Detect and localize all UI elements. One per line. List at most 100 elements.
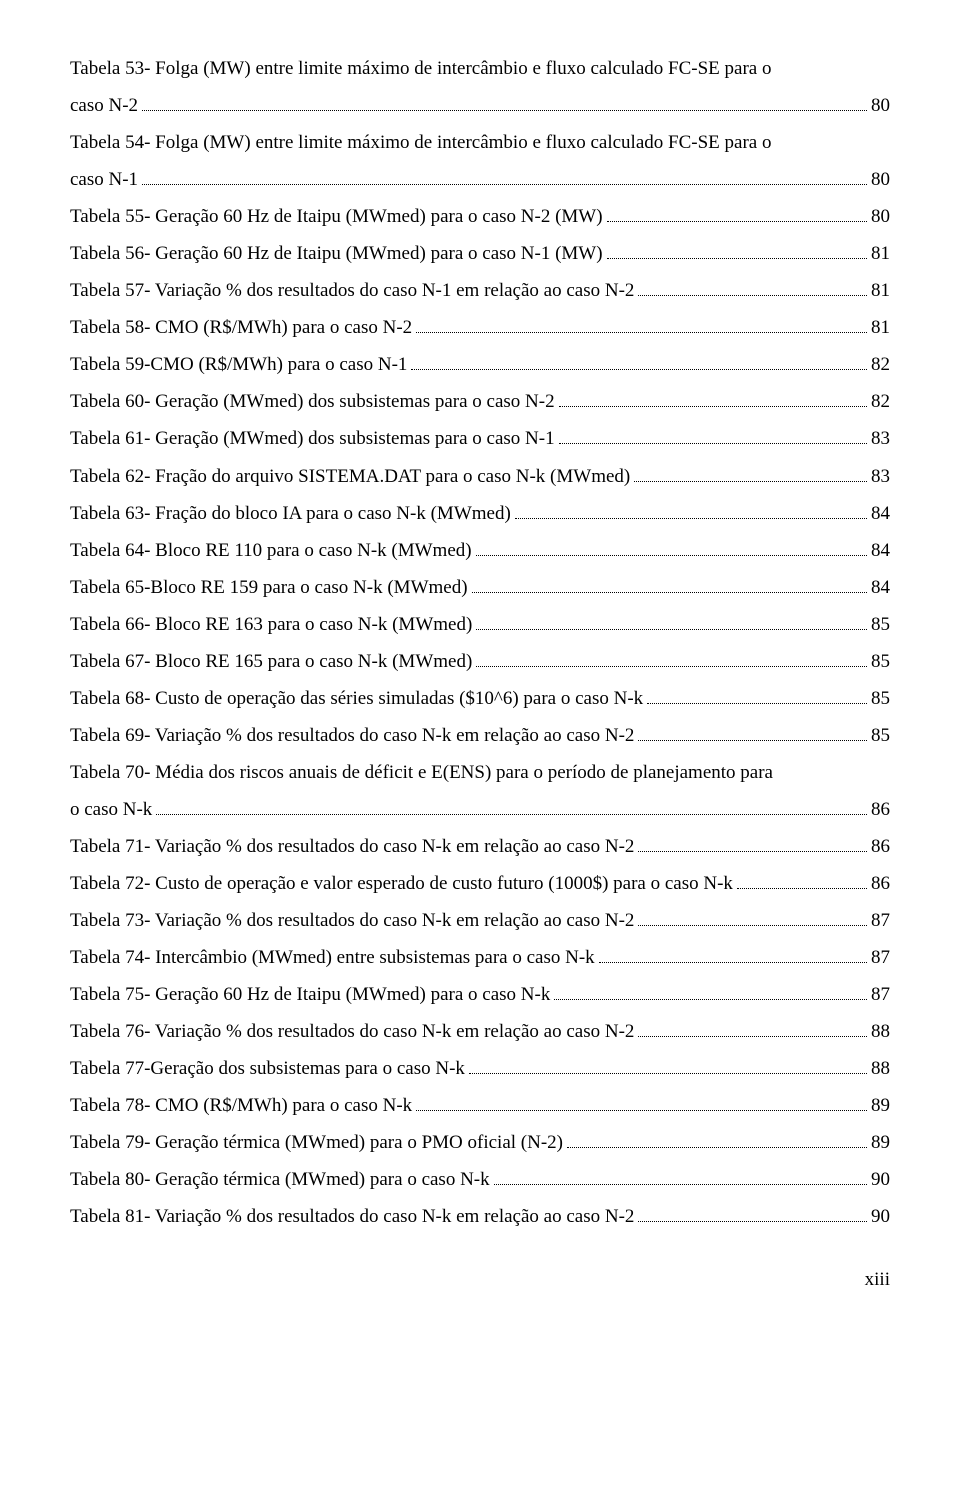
toc-entry-page: 84: [871, 569, 890, 606]
toc-leader-dots: [599, 946, 867, 963]
toc-entry-text: Tabela 79- Geração térmica (MWmed) para …: [70, 1124, 563, 1161]
toc-entry-page: 90: [871, 1161, 890, 1198]
toc-entry: Tabela 74- Intercâmbio (MWmed) entre sub…: [70, 939, 890, 976]
toc-leader-dots: [476, 650, 867, 667]
toc-entry-page: 82: [871, 346, 890, 383]
toc-leader-dots: [156, 798, 867, 815]
toc-entry-page: 86: [871, 791, 890, 828]
toc-entry: Tabela 75- Geração 60 Hz de Itaipu (MWme…: [70, 976, 890, 1013]
toc-leader-dots: [559, 390, 867, 407]
toc-entry: Tabela 57- Variação % dos resultados do …: [70, 272, 890, 309]
toc-leader-dots: [638, 909, 867, 926]
toc-entry-text: Tabela 75- Geração 60 Hz de Itaipu (MWme…: [70, 976, 550, 1013]
toc-entry-page: 85: [871, 643, 890, 680]
toc-entry-text: Tabela 64- Bloco RE 110 para o caso N-k …: [70, 532, 472, 569]
toc-leader-dots: [411, 353, 867, 370]
toc-leader-dots: [638, 724, 867, 741]
toc-entry: Tabela 67- Bloco RE 165 para o caso N-k …: [70, 643, 890, 680]
toc-entry-text: Tabela 56- Geração 60 Hz de Itaipu (MWme…: [70, 235, 603, 272]
toc-entry-text: Tabela 57- Variação % dos resultados do …: [70, 272, 634, 309]
toc-entry-text: Tabela 61- Geração (MWmed) dos subsistem…: [70, 420, 555, 457]
toc-entry: Tabela 58- CMO (R$/MWh) para o caso N-28…: [70, 309, 890, 346]
toc-entry-text: Tabela 68- Custo de operação das séries …: [70, 680, 643, 717]
toc-leader-dots: [476, 613, 867, 630]
toc-entry-text: Tabela 65-Bloco RE 159 para o caso N-k (…: [70, 569, 468, 606]
toc-entry-text: Tabela 59-CMO (R$/MWh) para o caso N-1: [70, 346, 407, 383]
toc-entry-page: 86: [871, 828, 890, 865]
toc-entry: Tabela 66- Bloco RE 163 para o caso N-k …: [70, 606, 890, 643]
toc-entry-text: Tabela 53- Folga (MW) entre limite máxim…: [70, 50, 890, 87]
toc-entry: Tabela 55- Geração 60 Hz de Itaipu (MWme…: [70, 198, 890, 235]
toc-entry-page: 89: [871, 1087, 890, 1124]
toc-entry-text: Tabela 71- Variação % dos resultados do …: [70, 828, 634, 865]
toc-entry-text: Tabela 60- Geração (MWmed) dos subsistem…: [70, 383, 555, 420]
toc-leader-dots: [567, 1131, 867, 1148]
toc-entry-text: Tabela 58- CMO (R$/MWh) para o caso N-2: [70, 309, 412, 346]
toc-entry-page: 90: [871, 1198, 890, 1235]
toc-entry-page: 80: [871, 161, 890, 198]
toc-entry-page: 87: [871, 939, 890, 976]
toc-entry-page: 85: [871, 680, 890, 717]
toc-entry-page: 85: [871, 606, 890, 643]
toc-leader-dots: [416, 316, 867, 333]
toc-entry-text: Tabela 66- Bloco RE 163 para o caso N-k …: [70, 606, 472, 643]
toc-leader-dots: [607, 242, 867, 259]
toc-entry-page: 87: [871, 976, 890, 1013]
toc-entry-text: Tabela 54- Folga (MW) entre limite máxim…: [70, 124, 890, 161]
toc-entry-page: 89: [871, 1124, 890, 1161]
toc-entry: Tabela 63- Fração do bloco IA para o cas…: [70, 495, 890, 532]
toc-leader-dots: [494, 1168, 867, 1185]
toc-entry-page: 87: [871, 902, 890, 939]
toc-entry-text: Tabela 76- Variação % dos resultados do …: [70, 1013, 634, 1050]
toc-entry: Tabela 56- Geração 60 Hz de Itaipu (MWme…: [70, 235, 890, 272]
toc-entry-text: Tabela 72- Custo de operação e valor esp…: [70, 865, 733, 902]
toc-entry: Tabela 61- Geração (MWmed) dos subsistem…: [70, 420, 890, 457]
toc-entry: Tabela 70- Média dos riscos anuais de dé…: [70, 754, 890, 828]
toc-leader-dots: [638, 279, 867, 296]
toc-entry-text: caso N-2: [70, 87, 138, 124]
toc-entry: Tabela 78- CMO (R$/MWh) para o caso N-k 8…: [70, 1087, 890, 1124]
toc-entry-page: 84: [871, 495, 890, 532]
table-of-tables: Tabela 53- Folga (MW) entre limite máxim…: [70, 50, 890, 1236]
toc-entry: Tabela 79- Geração térmica (MWmed) para …: [70, 1124, 890, 1161]
toc-entry: Tabela 54- Folga (MW) entre limite máxim…: [70, 124, 890, 198]
toc-leader-dots: [638, 835, 867, 852]
toc-entry-text: Tabela 73- Variação % dos resultados do …: [70, 902, 634, 939]
toc-entry-page: 82: [871, 383, 890, 420]
toc-entry-page: 83: [871, 458, 890, 495]
toc-leader-dots: [142, 168, 867, 185]
toc-leader-dots: [469, 1057, 867, 1074]
toc-entry-page: 83: [871, 420, 890, 457]
toc-entry-text: Tabela 81- Variação % dos resultados do …: [70, 1198, 634, 1235]
toc-leader-dots: [638, 1020, 867, 1037]
toc-leader-dots: [607, 205, 867, 222]
toc-entry-text: Tabela 80- Geração térmica (MWmed) para …: [70, 1161, 490, 1198]
toc-entry: Tabela 64- Bloco RE 110 para o caso N-k …: [70, 532, 890, 569]
toc-entry-text: Tabela 78- CMO (R$/MWh) para o caso N-k: [70, 1087, 412, 1124]
toc-entry: Tabela 71- Variação % dos resultados do …: [70, 828, 890, 865]
toc-entry: Tabela 69- Variação % dos resultados do …: [70, 717, 890, 754]
toc-entry: Tabela 53- Folga (MW) entre limite máxim…: [70, 50, 890, 124]
page-number: xiii: [70, 1261, 890, 1298]
toc-leader-dots: [559, 427, 867, 444]
toc-entry-text: Tabela 74- Intercâmbio (MWmed) entre sub…: [70, 939, 595, 976]
toc-entry: Tabela 77-Geração dos subsistemas para o…: [70, 1050, 890, 1087]
toc-entry-text: Tabela 77-Geração dos subsistemas para o…: [70, 1050, 465, 1087]
toc-entry-page: 81: [871, 235, 890, 272]
toc-entry-page: 88: [871, 1050, 890, 1087]
toc-entry: Tabela 59-CMO (R$/MWh) para o caso N-1 82: [70, 346, 890, 383]
toc-entry-text: Tabela 55- Geração 60 Hz de Itaipu (MWme…: [70, 198, 603, 235]
toc-leader-dots: [638, 1205, 867, 1222]
toc-entry-text: caso N-1: [70, 161, 138, 198]
toc-leader-dots: [142, 94, 867, 111]
toc-entry-page: 86: [871, 865, 890, 902]
toc-entry-page: 84: [871, 532, 890, 569]
toc-entry: Tabela 65-Bloco RE 159 para o caso N-k (…: [70, 569, 890, 606]
toc-entry-page: 80: [871, 87, 890, 124]
toc-entry-page: 80: [871, 198, 890, 235]
toc-entry-text: Tabela 70- Média dos riscos anuais de dé…: [70, 754, 890, 791]
toc-entry: Tabela 80- Geração térmica (MWmed) para …: [70, 1161, 890, 1198]
toc-entry-page: 85: [871, 717, 890, 754]
toc-leader-dots: [634, 464, 867, 481]
toc-entry: Tabela 60- Geração (MWmed) dos subsistem…: [70, 383, 890, 420]
